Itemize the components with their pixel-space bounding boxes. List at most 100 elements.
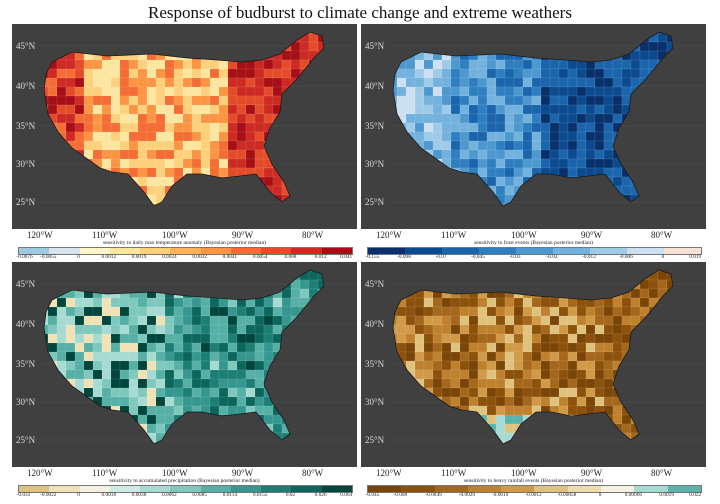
map-region	[92, 387, 103, 398]
map-region	[254, 131, 265, 142]
map-region	[155, 351, 166, 362]
map-region	[290, 288, 301, 299]
map-region	[263, 176, 274, 187]
map-region	[531, 77, 542, 88]
map-region	[495, 149, 506, 160]
map-region	[245, 122, 256, 133]
colorbar-tick-label: 0.0012	[101, 254, 117, 260]
map-region	[173, 113, 184, 124]
map-region	[173, 59, 184, 70]
map-region	[486, 324, 497, 335]
map-region	[441, 113, 452, 124]
map-region	[101, 86, 112, 97]
map-region	[576, 342, 587, 353]
map-region	[254, 315, 265, 326]
map-region	[504, 140, 515, 151]
map-region	[504, 158, 515, 169]
map-region	[522, 351, 533, 362]
map-region	[137, 104, 148, 115]
map-region	[540, 77, 551, 88]
map-region	[576, 86, 587, 97]
map-region	[558, 297, 569, 308]
map-region	[450, 387, 461, 398]
map-region	[504, 351, 515, 362]
map-region	[101, 104, 112, 115]
map-region	[173, 158, 184, 169]
map-region	[603, 158, 614, 169]
map-region	[414, 77, 425, 88]
map-region	[594, 378, 605, 389]
map-region	[531, 387, 542, 398]
map-region	[47, 315, 58, 326]
map-region	[531, 396, 542, 407]
map-region	[281, 77, 292, 88]
map-region	[83, 324, 94, 335]
map-region	[513, 86, 524, 97]
map-region	[531, 342, 542, 353]
map-region	[92, 324, 103, 335]
map-region	[504, 131, 515, 142]
colorbar-swatch	[19, 486, 50, 492]
colorbar-swatch	[200, 486, 231, 492]
map-region	[146, 113, 157, 124]
map-region	[477, 59, 488, 70]
map-region	[200, 86, 211, 97]
map-region	[549, 315, 560, 326]
map-region	[92, 95, 103, 106]
map-region	[47, 342, 58, 353]
map-region	[567, 351, 578, 362]
map-region	[594, 324, 605, 335]
map-region	[423, 59, 434, 70]
map-region	[504, 387, 515, 398]
map-region	[585, 306, 596, 317]
map-region	[414, 324, 425, 335]
longitude-label: 100°W	[511, 468, 537, 478]
map-region	[182, 342, 193, 353]
map-region	[558, 360, 569, 371]
map-region	[468, 104, 479, 115]
map-region	[173, 131, 184, 142]
map-region	[441, 297, 452, 308]
map-region	[254, 140, 265, 151]
map-region	[540, 333, 551, 344]
map-region	[137, 113, 148, 124]
map-region	[227, 306, 238, 317]
map-region	[540, 324, 551, 335]
map-region	[414, 122, 425, 133]
latitude-label: 45°N	[16, 41, 36, 51]
map-region	[531, 378, 542, 389]
map-region	[209, 315, 220, 326]
map-region	[164, 131, 175, 142]
map-region	[83, 297, 94, 308]
map-region	[459, 104, 470, 115]
map-region	[450, 158, 461, 169]
map-region	[65, 104, 76, 115]
colorbar-swatch	[261, 248, 292, 254]
map-region	[540, 95, 551, 106]
map-region	[612, 315, 623, 326]
map-region	[227, 324, 238, 335]
map-region	[603, 149, 614, 160]
map-region	[137, 297, 148, 308]
map-region	[155, 140, 166, 151]
colorbar-swatch	[667, 486, 701, 492]
map-region	[155, 423, 166, 434]
map-region	[110, 158, 121, 169]
map-region	[245, 342, 256, 353]
map-panel-precip: 45°N 40°N 35°N 30°N 25°N 120°W 110°W 100°W 90°W 8…	[12, 262, 357, 498]
map-region	[405, 297, 416, 308]
map-region	[531, 315, 542, 326]
map-region	[65, 86, 76, 97]
map-region	[272, 68, 283, 79]
map-region	[486, 396, 497, 407]
map-region	[101, 396, 112, 407]
map-region	[468, 77, 479, 88]
map-region	[119, 387, 130, 398]
map-region	[164, 414, 175, 425]
map-region	[65, 351, 76, 362]
map-region	[504, 378, 515, 389]
map-region	[450, 140, 461, 151]
map-region	[477, 297, 488, 308]
colorbar-tick-label: 0.008	[284, 254, 297, 260]
map-region	[594, 351, 605, 362]
